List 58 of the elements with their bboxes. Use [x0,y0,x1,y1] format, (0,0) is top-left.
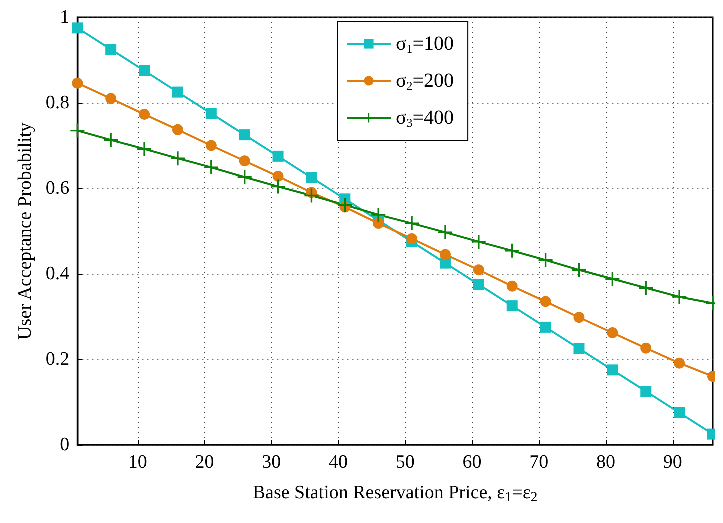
point [239,156,250,167]
point [272,150,284,162]
point [204,160,218,175]
x-tick-label: 10 [128,452,148,473]
point [440,249,451,260]
point [438,226,452,240]
y-tick-label: 0.4 [46,264,70,284]
point [472,234,486,249]
x-tick-label: 70 [530,452,549,473]
point [607,364,618,376]
y-tick-label: 0.2 [46,349,70,370]
point [72,22,84,34]
point [104,133,118,148]
x-tick-label: 30 [262,452,282,473]
point [372,208,386,222]
point [540,296,552,308]
point [170,152,185,166]
point [640,342,652,354]
point [473,264,484,276]
point [206,140,217,152]
x-tick-label: 50 [396,452,415,473]
x-tick-label: 80 [596,452,616,473]
point [505,244,520,258]
x-tick-label: 40 [328,452,348,473]
point [405,216,420,231]
x-tick-label: 60 [462,452,482,473]
point [172,124,184,136]
point [574,312,585,324]
point [206,108,217,120]
point [674,407,686,418]
point [72,78,84,89]
point [239,130,250,141]
point [106,93,117,104]
point [139,65,150,76]
point [172,86,184,98]
point [672,290,687,304]
point [473,279,484,290]
x-tick-label: 20 [195,452,214,473]
point [138,142,152,156]
point [540,322,552,333]
point [106,44,117,56]
point [306,172,318,184]
point [506,280,518,292]
y-tick-label: 1 [60,7,70,28]
y-axis-title: User Acceptance Probability [15,122,36,340]
point [506,300,518,312]
point [272,171,284,182]
point [406,233,418,244]
x-tick-label: 90 [663,452,682,473]
point [607,328,618,338]
y-tick-label: 0.8 [46,92,70,114]
y-tick-label: 0 [60,434,70,456]
point [640,386,652,398]
y-tick-label: 0.6 [46,178,70,199]
point [574,343,585,354]
point [674,358,686,369]
point [139,109,150,120]
point [373,218,384,230]
